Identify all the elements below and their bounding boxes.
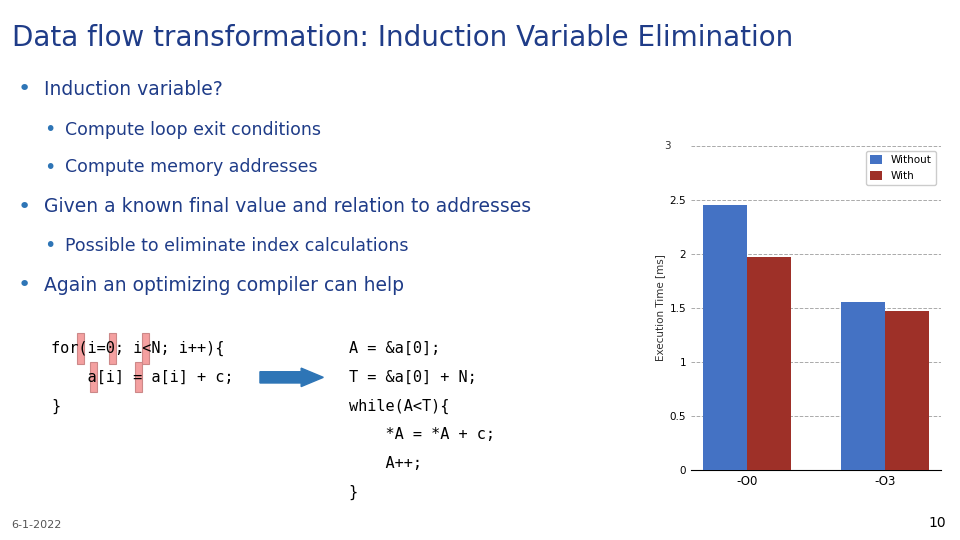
Text: •: • [17,79,31,99]
Bar [89,362,97,392]
Text: •: • [44,236,56,255]
Text: 6-1-2022: 6-1-2022 [12,520,61,530]
Text: A = &a[0];: A = &a[0]; [348,341,440,356]
Bar [703,205,747,470]
Text: }: } [51,399,60,414]
Legend: Without, With: Without, With [866,151,936,185]
Y-axis label: Execution Time [ms]: Execution Time [ms] [656,254,665,361]
Text: •: • [44,120,56,139]
Bar [885,311,929,470]
Text: Compute loop exit conditions: Compute loop exit conditions [65,120,322,139]
Text: Possible to eliminate index calculations: Possible to eliminate index calculations [65,237,409,255]
Text: Induction variable?: Induction variable? [44,79,223,99]
Text: •: • [17,275,31,295]
Text: Again an optimizing compiler can help: Again an optimizing compiler can help [44,275,404,295]
Text: for(i=0; i<N; i++){: for(i=0; i<N; i++){ [51,341,225,356]
Bar [135,362,142,392]
Bar [77,333,84,363]
Text: Data flow transformation: Induction Variable Elimination: Data flow transformation: Induction Vari… [12,24,793,52]
Bar [841,302,885,470]
Text: }: } [348,485,358,500]
Text: •: • [44,158,56,177]
Text: Compute memory addresses: Compute memory addresses [65,158,318,177]
Text: Given a known final value and relation to addresses: Given a known final value and relation t… [44,197,531,217]
Text: T = &a[0] + N;: T = &a[0] + N; [348,370,476,385]
FancyArrow shape [260,368,324,387]
Bar [109,333,116,363]
Text: 10: 10 [928,516,946,530]
Bar [747,257,791,470]
Text: •: • [17,197,31,217]
Text: a[i] = a[i] + c;: a[i] = a[i] + c; [51,370,233,385]
Text: while(A<T){: while(A<T){ [348,399,449,414]
Bar [142,333,149,363]
Text: *A = *A + c;: *A = *A + c; [348,427,494,442]
Text: 3: 3 [664,141,671,151]
Text: A++;: A++; [348,456,421,471]
